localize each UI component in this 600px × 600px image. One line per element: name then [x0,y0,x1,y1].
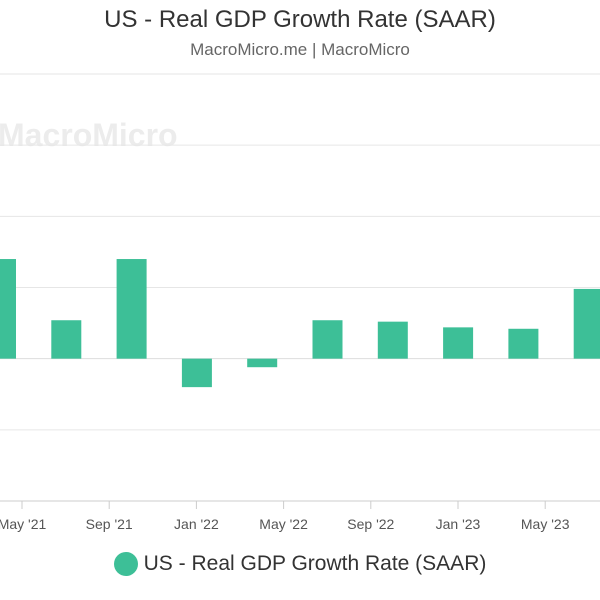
bar-q1-2022[interactable] [181,358,212,388]
bar-q4-2021[interactable] [116,259,147,359]
bar-q4-2022[interactable] [377,321,408,359]
bar-q3-2023[interactable] [573,288,600,359]
chart-title: US - Real GDP Growth Rate (SAAR) [104,6,496,33]
legend-label: US - Real GDP Growth Rate (SAAR) [143,552,487,575]
chart-subtitle: MacroMicro.me | MacroMicro [190,40,410,59]
bar-q3-2022[interactable] [312,320,343,359]
bar-q1-2023[interactable] [443,327,474,359]
watermark-logo: MacroMicro [0,117,178,153]
x-tick-label: May '22 [259,516,308,532]
x-tick-label: Sep '22 [347,516,394,532]
bar-q3-2021[interactable] [51,320,82,359]
bar-q2-2022[interactable] [247,358,278,368]
bar-q2-2021[interactable] [0,259,16,359]
x-tick-label: May '23 [521,516,570,532]
legend[interactable]: US - Real GDP Growth Rate (SAAR) [0,552,600,576]
x-tick-label: Jan '22 [174,516,219,532]
legend-swatch [113,552,138,576]
x-tick-label: Jan '23 [436,516,481,532]
x-tick-label: May '21 [0,516,47,532]
bar-q2-2023[interactable] [508,328,539,359]
x-tick-label: Sep '21 [86,516,133,532]
